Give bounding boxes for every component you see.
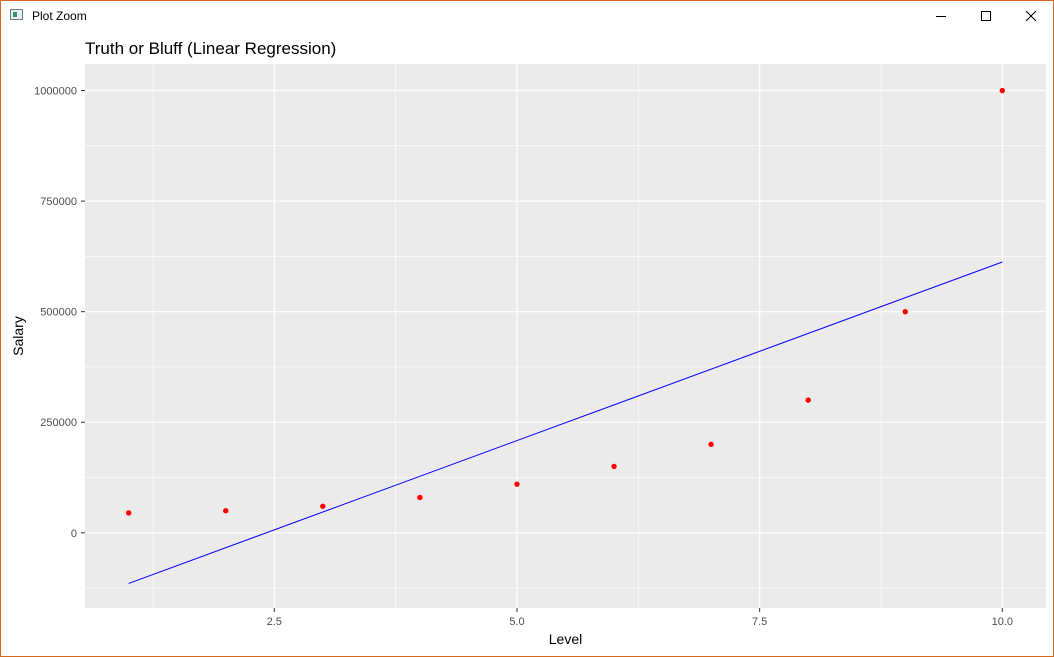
x-tick-label: 5.0 bbox=[509, 616, 524, 628]
y-tick-label: 1000000 bbox=[34, 86, 77, 98]
data-point bbox=[999, 87, 1006, 94]
x-axis: 2.5 5.0 7.5 10.0 bbox=[267, 608, 1013, 628]
regression-line bbox=[128, 261, 1003, 584]
data-point bbox=[805, 397, 811, 403]
chart: Truth or Bluff (Linear Regression) 0 2500… bbox=[10, 39, 1046, 647]
close-icon bbox=[1025, 10, 1037, 22]
data-point bbox=[611, 463, 617, 470]
grid-major bbox=[85, 64, 1046, 608]
x-tick-label: 7.5 bbox=[752, 616, 767, 628]
plot-area: Truth or Bluff (Linear Regression) 0 2500… bbox=[1, 31, 1053, 656]
data-point bbox=[125, 510, 132, 516]
data-point bbox=[514, 481, 520, 487]
y-tick-label: 250000 bbox=[40, 417, 77, 429]
window-title: Plot Zoom bbox=[32, 9, 87, 23]
title-bar[interactable]: Plot Zoom bbox=[1, 1, 1053, 31]
data-point bbox=[902, 308, 908, 315]
maximize-button[interactable] bbox=[963, 1, 1009, 31]
chart-title: Truth or Bluff (Linear Regression) bbox=[85, 39, 336, 58]
y-tick-label: 0 bbox=[71, 528, 77, 540]
minimize-button[interactable] bbox=[918, 1, 964, 31]
grid-minor bbox=[85, 64, 1046, 608]
series-layer bbox=[125, 87, 1006, 584]
data-point bbox=[708, 441, 714, 448]
minimize-icon bbox=[936, 16, 946, 17]
y-axis-label: Salary bbox=[10, 316, 26, 356]
app-icon bbox=[10, 9, 23, 20]
y-tick-label: 750000 bbox=[40, 196, 77, 208]
close-button[interactable] bbox=[1008, 1, 1053, 31]
maximize-icon bbox=[981, 11, 991, 21]
plot-panel bbox=[85, 64, 1046, 608]
data-point bbox=[417, 494, 423, 501]
y-tick-label: 500000 bbox=[40, 307, 77, 319]
data-point bbox=[223, 507, 229, 514]
data-point bbox=[320, 503, 326, 509]
x-tick-label: 2.5 bbox=[267, 616, 282, 628]
x-tick-label: 10.0 bbox=[992, 616, 1013, 628]
x-axis-label: Level bbox=[549, 631, 582, 647]
y-axis: 0 250000 500000 750000 1000000 bbox=[34, 86, 85, 540]
